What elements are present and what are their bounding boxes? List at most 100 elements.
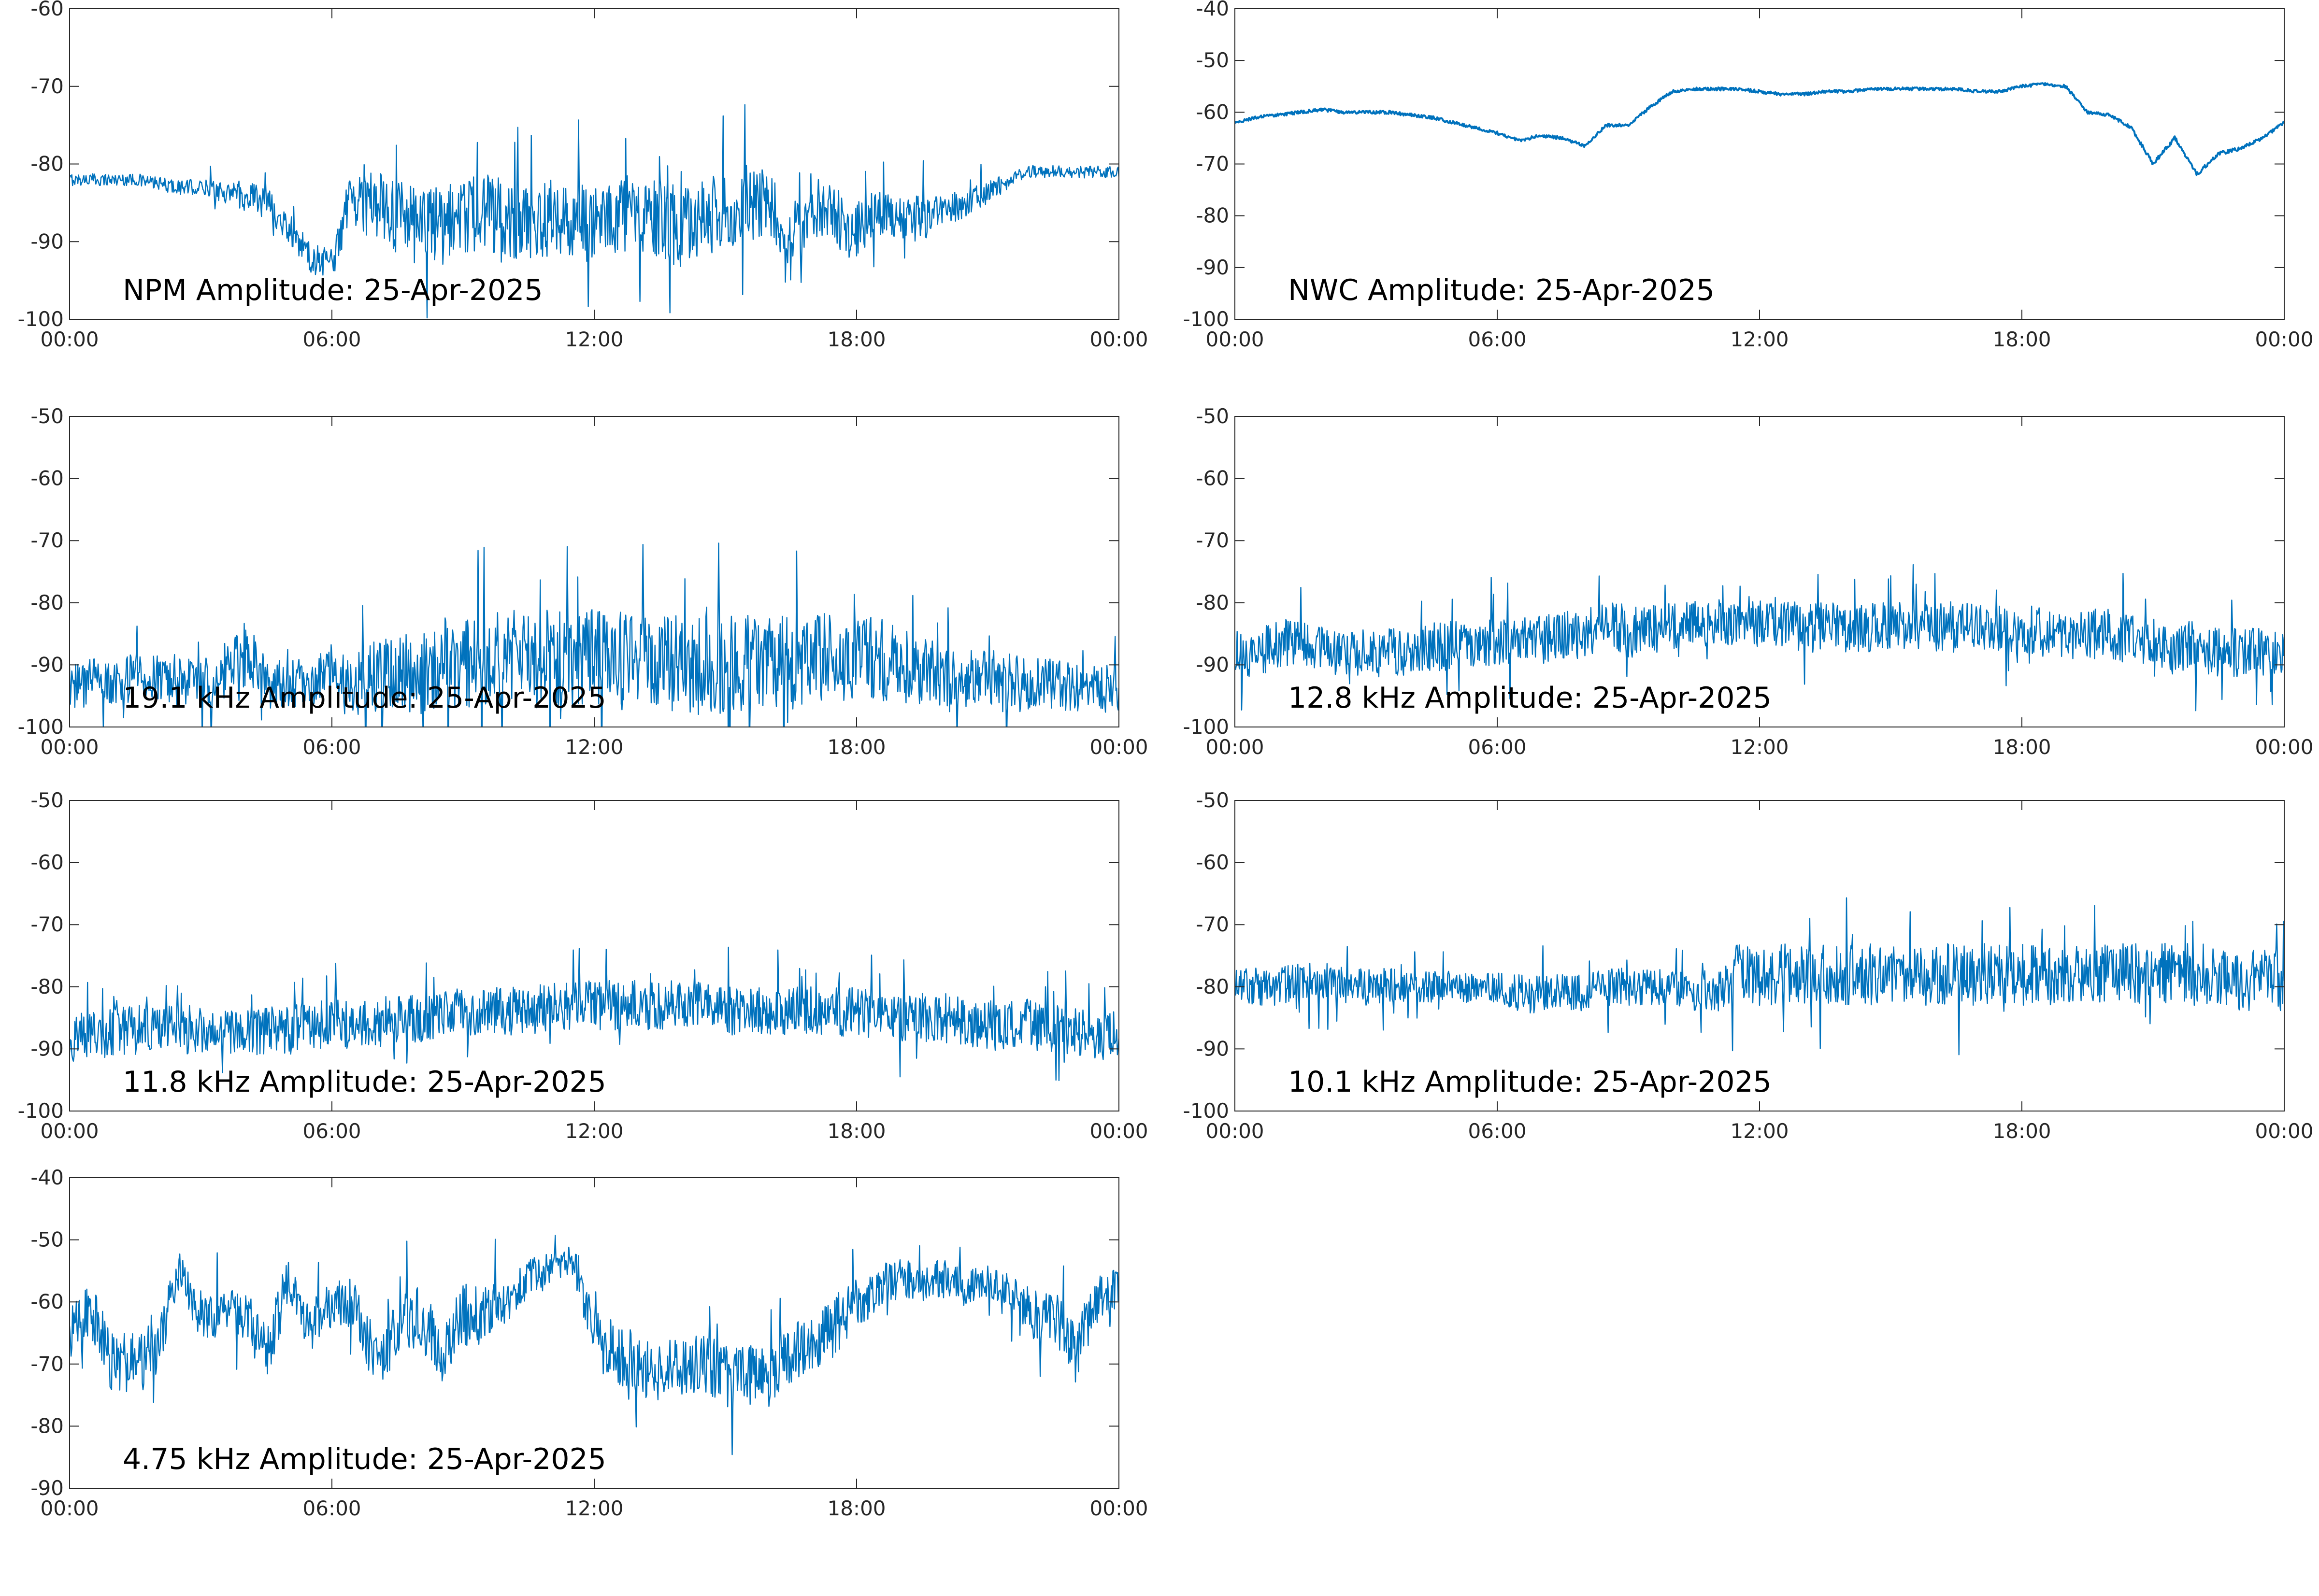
y-tick-label: -60	[30, 0, 64, 20]
x-tick-label: 00:00	[1089, 328, 1148, 351]
y-tick-label: -70	[30, 1352, 64, 1376]
x-tick-label: 06:00	[1468, 328, 1526, 351]
y-tick-label: -90	[1196, 256, 1229, 279]
x-tick-label: 00:00	[2255, 1119, 2313, 1143]
y-tick-label: -90	[30, 1037, 64, 1060]
x-tick-label: 18:00	[1992, 735, 2051, 759]
y-tick-label: -40	[1196, 0, 1229, 20]
chart-panel-7: 00:00 06:00 12:00 18:00 00:00-90-80-70-60-50…	[30, 1166, 1148, 1520]
x-tick-label: 06:00	[1468, 735, 1526, 759]
y-tick-label: -90	[1196, 1037, 1229, 1060]
axes-box	[69, 8, 1119, 320]
chart-panel-6: 00:00 06:00 12:00 18:00 00:00-100-90-80-70-6…	[1183, 788, 2314, 1143]
y-tick-label: -60	[30, 1290, 64, 1313]
series-line	[1235, 897, 2284, 1055]
x-tick-label: 06:00	[302, 328, 361, 351]
chart-title: 12.8 kHz Amplitude: 25-Apr-2025	[1288, 681, 1772, 715]
y-tick-label: -90	[30, 229, 64, 253]
y-tick-label: -100	[1183, 1099, 1229, 1123]
x-tick-label: 18:00	[1992, 328, 2051, 351]
x-tick-label: 00:00	[1205, 735, 1264, 759]
x-tick-label: 00:00	[1205, 1119, 1264, 1143]
y-tick-label: -70	[30, 74, 64, 98]
y-tick-label: -60	[1196, 100, 1229, 124]
y-tick-label: -80	[1196, 591, 1229, 614]
chart-panel-1: 00:00 06:00 12:00 18:00 00:00-100-90-80-70-6…	[18, 0, 1148, 351]
y-tick-label: -40	[30, 1166, 64, 1189]
y-tick-label: -70	[1196, 528, 1229, 552]
x-tick-label: 18:00	[827, 735, 886, 759]
x-tick-label: 18:00	[827, 1119, 886, 1143]
y-tick-label: -70	[30, 528, 64, 552]
y-tick-label: -60	[1196, 851, 1229, 874]
x-tick-label: 12:00	[565, 1496, 623, 1520]
x-tick-label: 00:00	[40, 1496, 99, 1520]
chart-title: 19.1 kHz Amplitude: 25-Apr-2025	[123, 681, 606, 715]
chart-panel-2: 00:00 06:00 12:00 18:00 00:00-100-90-80-70-6…	[1183, 0, 2314, 351]
x-tick-label: 12:00	[1730, 735, 1789, 759]
x-tick-label: 00:00	[40, 735, 99, 759]
chart-title: 4.75 kHz Amplitude: 25-Apr-2025	[123, 1442, 606, 1476]
x-tick-label: 00:00	[40, 1119, 99, 1143]
axes-box	[1234, 8, 2285, 320]
series-line	[70, 104, 1119, 319]
y-tick-label: -100	[18, 307, 64, 331]
chart-panel-5: 00:00 06:00 12:00 18:00 00:00-100-90-80-70-6…	[18, 788, 1148, 1143]
x-tick-label: 00:00	[1089, 1119, 1148, 1143]
y-tick-label: -60	[1196, 467, 1229, 490]
axes-box	[69, 800, 1119, 1112]
y-tick-label: -100	[1183, 307, 1229, 331]
y-tick-label: -90	[30, 1476, 64, 1500]
y-tick-label: -80	[30, 975, 64, 998]
y-tick-label: -100	[18, 715, 64, 739]
chart-title: 10.1 kHz Amplitude: 25-Apr-2025	[1288, 1065, 1772, 1099]
x-tick-label: 06:00	[302, 735, 361, 759]
x-tick-label: 12:00	[565, 1119, 623, 1143]
x-tick-label: 00:00	[2255, 328, 2313, 351]
x-tick-label: 06:00	[1468, 1119, 1526, 1143]
x-tick-label: 00:00	[40, 328, 99, 351]
y-tick-label: -70	[1196, 152, 1229, 176]
chart-title: NPM Amplitude: 25-Apr-2025	[123, 273, 543, 307]
y-tick-label: -50	[1196, 404, 1229, 428]
x-tick-label: 12:00	[1730, 1119, 1789, 1143]
x-tick-label: 18:00	[827, 328, 886, 351]
y-tick-label: -60	[30, 467, 64, 490]
chart-title: 11.8 kHz Amplitude: 25-Apr-2025	[123, 1065, 606, 1099]
y-tick-label: -90	[1196, 653, 1229, 676]
y-tick-label: -50	[30, 404, 64, 428]
chart-panel-3: 00:00 06:00 12:00 18:00 00:00-100-90-80-70-6…	[18, 404, 1148, 759]
y-tick-label: -80	[30, 591, 64, 614]
y-tick-label: -50	[30, 1228, 64, 1252]
series-line	[70, 1235, 1119, 1455]
chart-panel-4: 00:00 06:00 12:00 18:00 00:00-100-90-80-70-6…	[1183, 404, 2314, 759]
x-tick-label: 18:00	[827, 1496, 886, 1520]
y-tick-label: -50	[30, 788, 64, 812]
axes-box	[1234, 416, 2285, 727]
series-line	[70, 542, 1119, 727]
series-line	[70, 946, 1119, 1082]
y-tick-label: -80	[30, 152, 64, 176]
y-tick-label: -100	[1183, 715, 1229, 739]
x-tick-label: 12:00	[565, 328, 623, 351]
series-line	[1235, 564, 2284, 712]
x-tick-label: 00:00	[1089, 735, 1148, 759]
x-tick-label: 06:00	[302, 1119, 361, 1143]
x-tick-label: 18:00	[1992, 1119, 2051, 1143]
y-tick-label: -100	[18, 1099, 64, 1123]
chart-title: NWC Amplitude: 25-Apr-2025	[1288, 273, 1715, 307]
x-tick-label: 06:00	[302, 1496, 361, 1520]
y-tick-label: -60	[30, 851, 64, 874]
y-tick-label: -50	[1196, 48, 1229, 72]
y-tick-label: -50	[1196, 788, 1229, 812]
y-tick-label: -80	[30, 1414, 64, 1438]
y-tick-label: -90	[30, 653, 64, 676]
x-tick-label: 00:00	[1205, 328, 1264, 351]
y-tick-label: -80	[1196, 204, 1229, 228]
series-line	[1235, 82, 2284, 176]
y-tick-label: -70	[1196, 912, 1229, 936]
y-tick-label: -80	[1196, 975, 1229, 998]
x-tick-label: 00:00	[1089, 1496, 1148, 1520]
y-tick-label: -70	[30, 912, 64, 936]
